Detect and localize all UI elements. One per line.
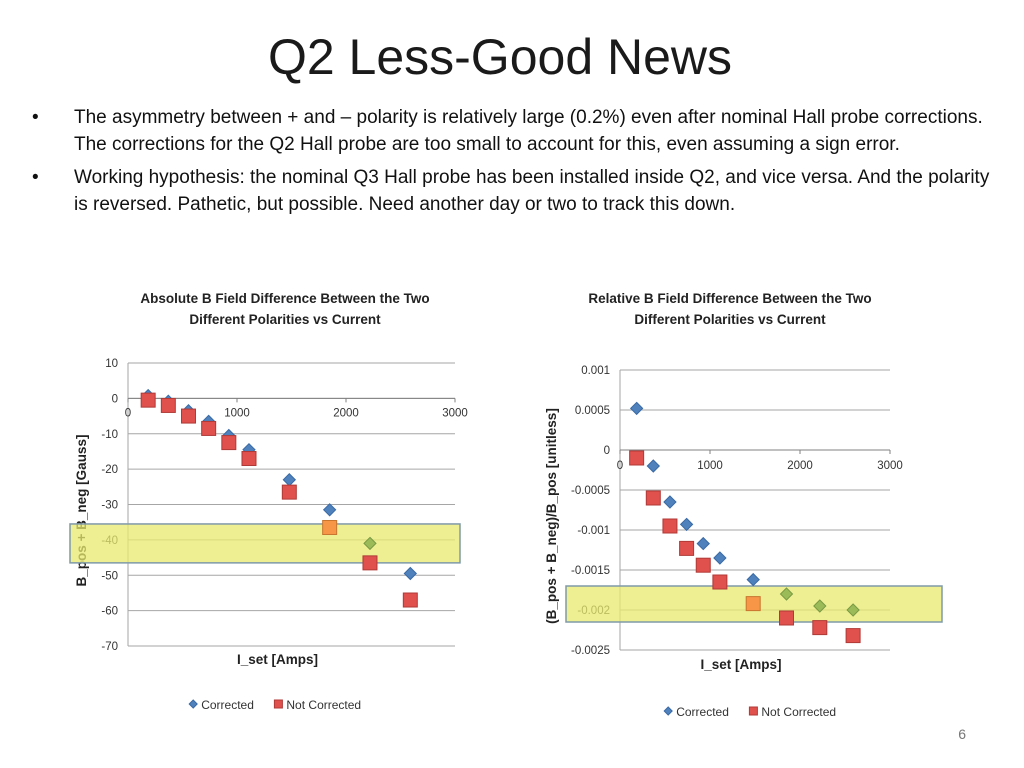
bullet-symbol: •	[32, 107, 39, 128]
chart1-legend-corrected-label: Corrected	[201, 698, 254, 712]
chart1-x-tick-label: 1000	[224, 407, 250, 419]
chart1-title: Absolute B Field Difference Between the …	[95, 288, 475, 330]
chart1-not-corrected-point	[201, 420, 217, 436]
chart1-not-corrected-point	[402, 592, 418, 608]
chart1-y-axis-label: B_pos + B_neg [Gauss]	[74, 435, 89, 587]
chart1-corrected-point	[322, 503, 337, 517]
chart1-y-tick-label: -50	[101, 570, 118, 582]
chart1-not-corrected-point	[140, 392, 156, 408]
chart2-title-line2: Different Polarities vs Current	[634, 312, 826, 327]
chart1-y-tick-label: 10	[105, 358, 118, 370]
bullet-symbol: •	[32, 167, 39, 188]
chart1-x-tick-label: 2000	[333, 407, 359, 419]
chart1-y-tick-label: -10	[101, 429, 118, 441]
chart1-legend-not-corrected-label: Not Corrected	[286, 698, 361, 712]
chart1-x-tick-label: 0	[125, 407, 131, 419]
chart1-corrected-point	[363, 536, 377, 551]
page-number: 6	[958, 726, 966, 742]
chart2-title: Relative B Field Difference Between the …	[540, 288, 920, 330]
chart1-y-tick-label: -20	[101, 464, 118, 476]
chart1-not-corrected-point	[180, 408, 196, 424]
chart1-not-corrected-point	[221, 435, 237, 451]
chart1-not-corrected-point	[322, 519, 338, 535]
chart1-highlight-band	[69, 523, 461, 564]
chart1-y-tick-label: -70	[101, 641, 118, 653]
chart1-title-line1: Absolute B Field Difference Between the …	[140, 291, 430, 306]
chart1-legend-corrected-marker	[188, 699, 198, 709]
chart1-corrected-point	[282, 473, 297, 487]
chart1-title-line2: Different Polarities vs Current	[189, 312, 381, 327]
chart1-x-axis-label: I_set [Amps]	[237, 652, 318, 667]
bullet-item: • Working hypothesis: the nominal Q3 Hal…	[30, 164, 990, 218]
bullet-list: • The asymmetry between + and – polarity…	[30, 104, 990, 224]
chart1-y-tick-label: 0	[112, 393, 118, 405]
slide-title: Q2 Less-Good News	[267, 29, 733, 85]
bullet-item: • The asymmetry between + and – polarity…	[30, 104, 990, 158]
chart1-not-corrected-point	[281, 484, 297, 500]
bullet-text: The asymmetry between + and – polarity i…	[74, 107, 983, 155]
chart1-y-tick-label: -30	[101, 500, 118, 512]
chart1-not-corrected-point	[241, 451, 257, 467]
chart1-not-corrected-point	[160, 397, 176, 413]
chart1-x-tick-label: 3000	[442, 407, 468, 419]
bullet-text: Working hypothesis: the nominal Q3 Hall …	[74, 167, 990, 215]
chart1-y-tick-label: -60	[101, 606, 118, 618]
chart1-legend-not-corrected-marker	[273, 699, 283, 709]
chart1-not-corrected-point	[362, 555, 378, 571]
chart1-corrected-point	[403, 566, 418, 581]
chart2-title-line1: Relative B Field Difference Between the …	[588, 291, 872, 306]
